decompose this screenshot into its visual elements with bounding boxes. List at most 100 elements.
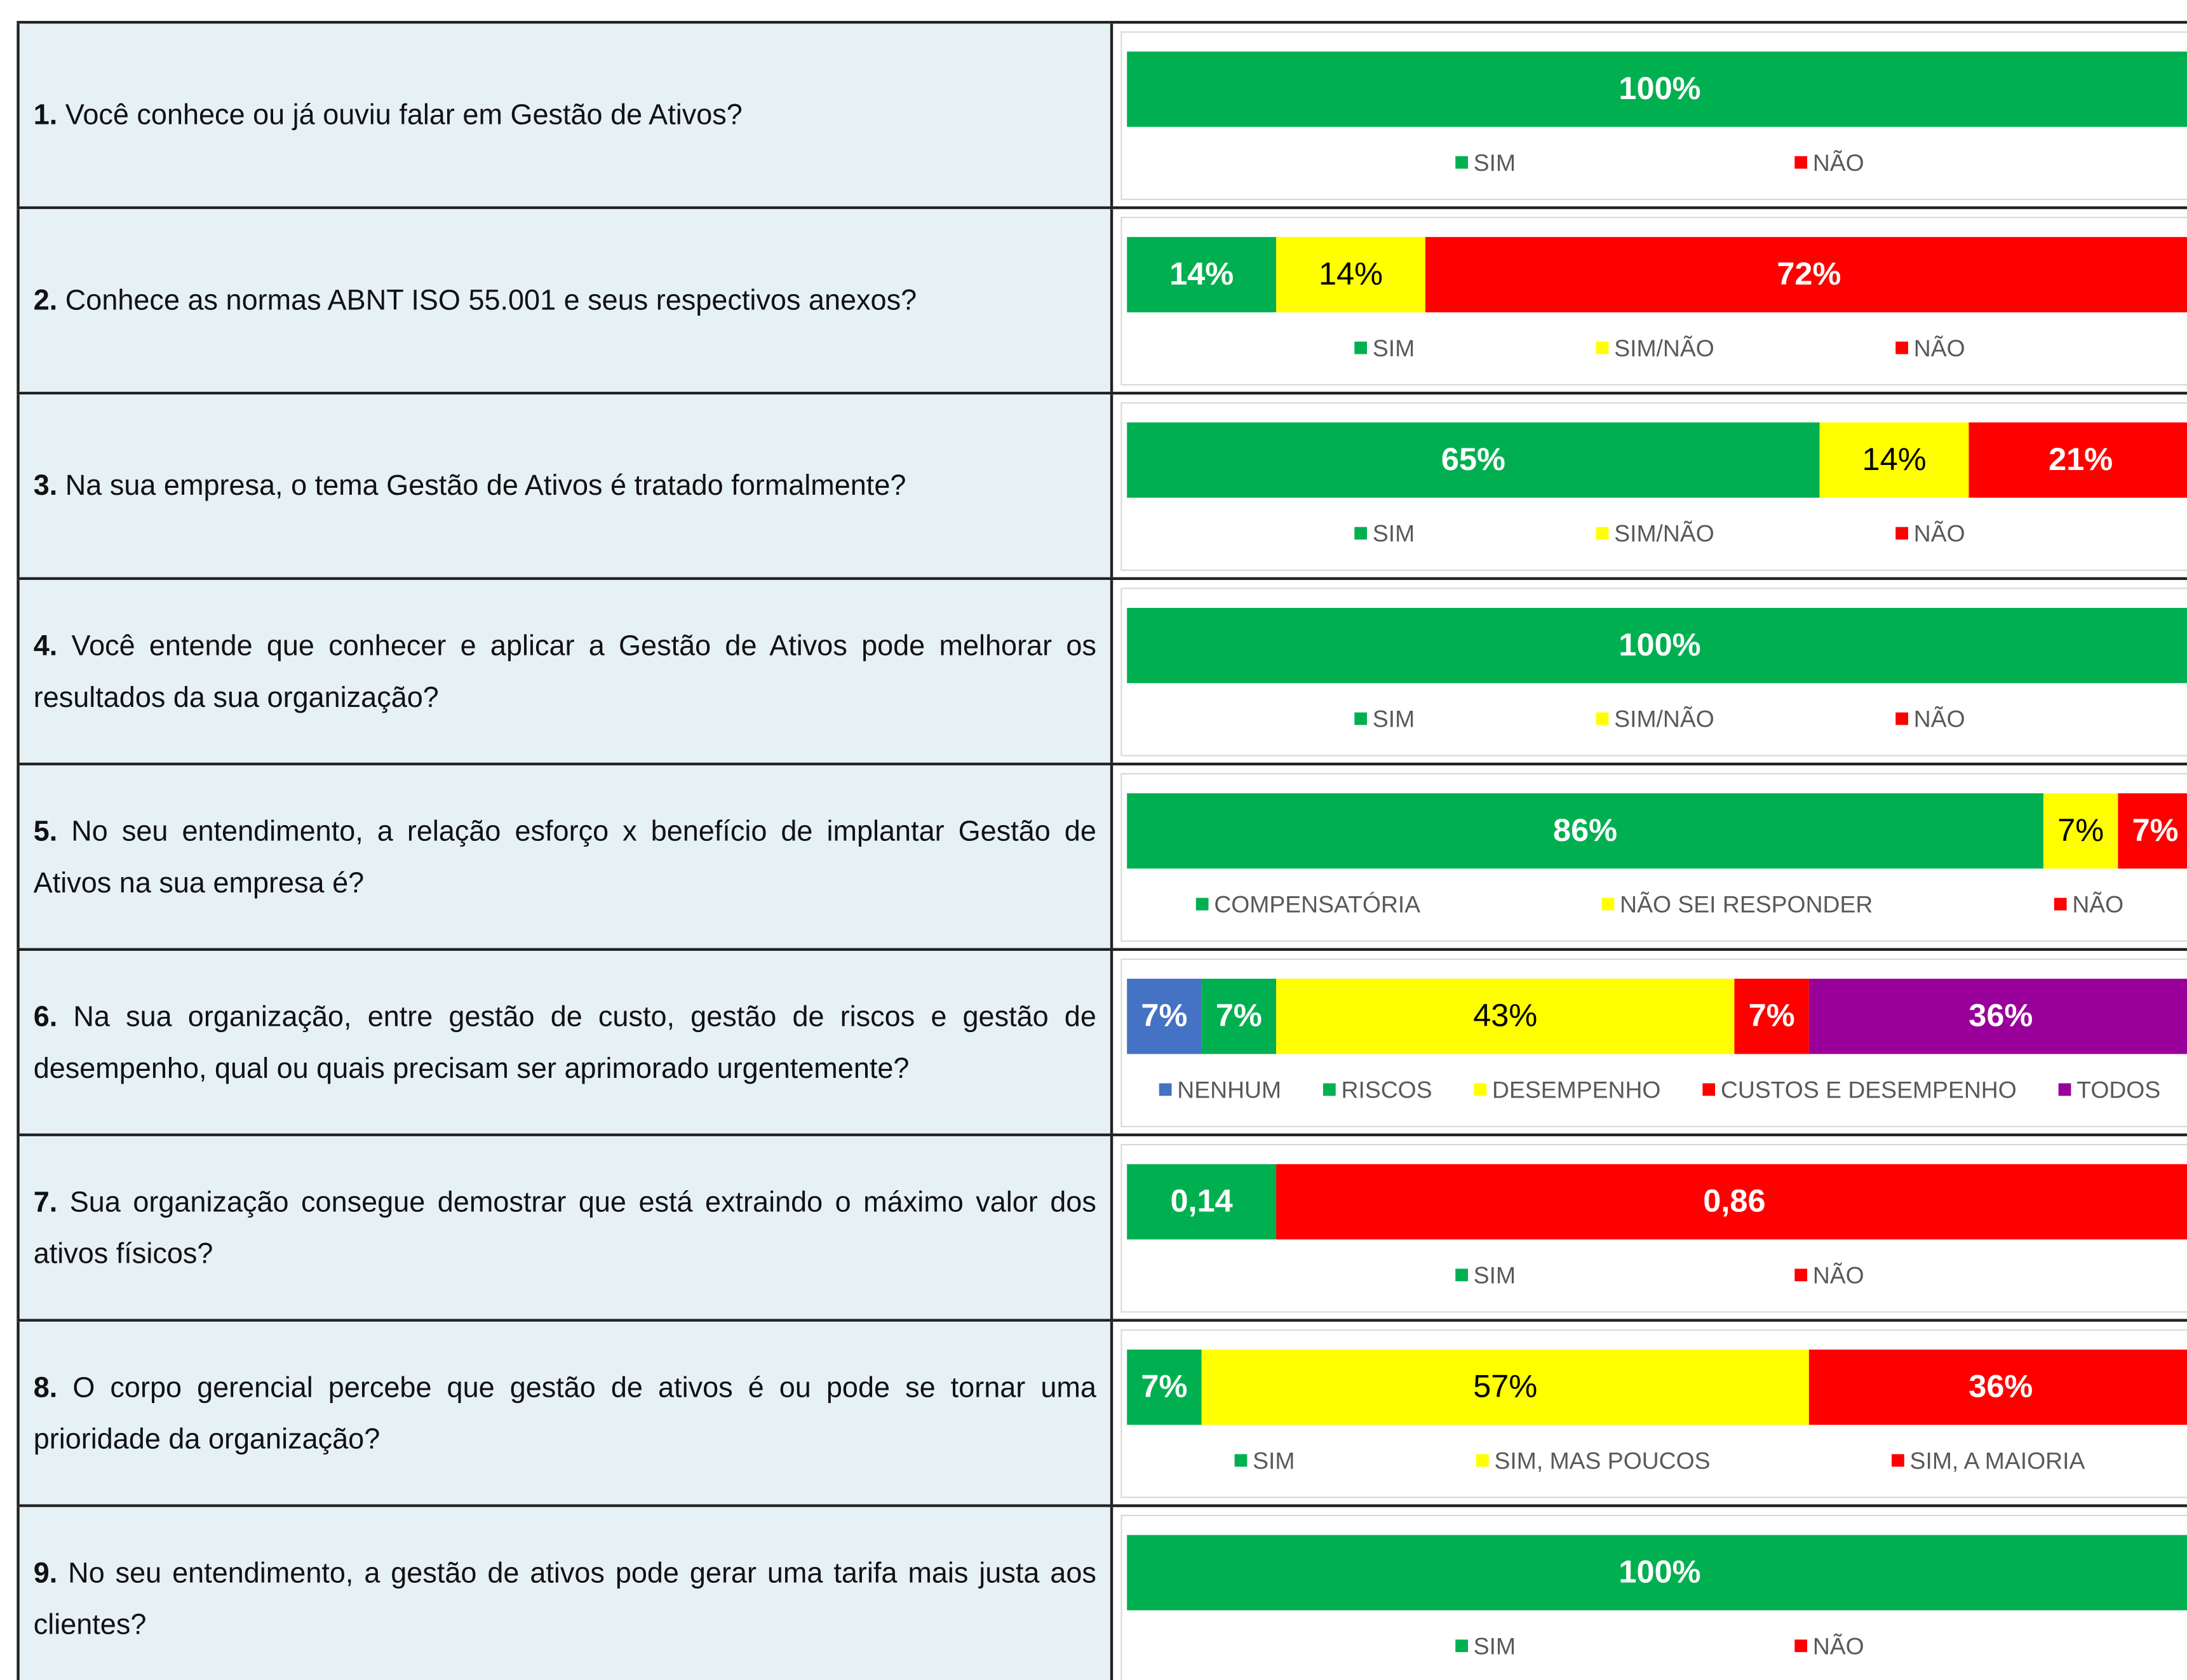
legend: SIM SIM/NÃO NÃO xyxy=(1354,335,1965,361)
question: 2. Conhece as normas ABNT ISO 55.001 e s… xyxy=(34,274,1096,326)
legend-swatch xyxy=(1234,1454,1248,1467)
legend-swatch xyxy=(1455,1639,1469,1653)
bar-segment xyxy=(1127,1535,2187,1611)
bar-segment xyxy=(2043,793,2118,869)
bar-segment xyxy=(1808,978,2187,1054)
question: 9. No seu entendimento, a gestão de ativ… xyxy=(34,1547,1096,1650)
question-text: No seu entendimento, a relação esforço x… xyxy=(33,814,1096,899)
legend-label: SIM/NÃO xyxy=(1614,335,1714,361)
question-text: Na sua organização, entre gestão de cust… xyxy=(33,1000,1096,1084)
value-label: 7% xyxy=(2057,812,2104,848)
legend-label: SIM xyxy=(1373,335,1415,361)
legend: NENHUM RISCOS DESEMPENHO CUSTOS E DESEMPENH… xyxy=(1159,1077,2160,1103)
value-label: 14% xyxy=(1169,255,1234,292)
question-text: Você entende que conhecer e aplicar a Ge… xyxy=(33,629,1096,713)
legend-label: DESEMPENHO xyxy=(1492,1077,1660,1103)
legend: SIM NÃO xyxy=(1455,1262,1864,1289)
table-row: 3. Na sua empresa, o tema Gestão de Ativ… xyxy=(17,391,2187,577)
legend-swatch xyxy=(1322,1083,1336,1096)
value-label: 21% xyxy=(2049,441,2113,477)
legend-label: NÃO xyxy=(1813,1632,1864,1659)
legend-label: SIM xyxy=(1474,1262,1516,1289)
bar-segment xyxy=(1127,978,1202,1054)
stacked-bar-chart: 7% 57% 36% SIM SIM, MAS POUCOS SIM, A MAIORIA xyxy=(1120,1329,2187,1498)
value-label: 14% xyxy=(1319,255,1383,292)
question-text: Na sua empresa, o tema Gestão de Ativos … xyxy=(65,469,906,502)
value-label: 100% xyxy=(1618,1554,1700,1590)
question-number: 5. xyxy=(33,814,58,847)
value-label: 36% xyxy=(1968,1368,2033,1404)
stacked-bar-chart: 100% SIM NÃO xyxy=(1120,1514,2187,1680)
question-number: 9. xyxy=(33,1556,58,1589)
table-row: 1. Você conhece ou já ouviu falar em Ges… xyxy=(17,20,2187,206)
table-row: 7. Sua organização consegue demostrar qu… xyxy=(17,1133,2187,1319)
value-label: 86% xyxy=(1553,812,1617,848)
bar-segment xyxy=(1201,1349,1809,1425)
legend-label: SIM xyxy=(1474,1632,1516,1659)
value-label: 7% xyxy=(2132,812,2179,848)
legend: SIM SIM, MAS POUCOS SIM, A MAIORIA xyxy=(1234,1447,2085,1474)
question-cell: 6. Na sua organização, entre gestão de c… xyxy=(17,951,1114,1134)
question: 5. No seu entendimento, a relação esforç… xyxy=(34,805,1096,908)
table-row: 2. Conhece as normas ABNT ISO 55.001 e s… xyxy=(17,206,2187,392)
legend-swatch xyxy=(2054,897,2067,911)
legend-swatch xyxy=(1476,1454,1489,1467)
legend-label: NENHUM xyxy=(1177,1077,1281,1103)
bar-segment xyxy=(1127,51,2187,127)
question-text: Sua organização consegue demostrar que e… xyxy=(33,1185,1096,1270)
legend-label: SIM xyxy=(1373,706,1415,732)
bar-segment xyxy=(1276,237,1425,312)
table-row: 6. Na sua organização, entre gestão de c… xyxy=(17,948,2187,1134)
stacked-bar-chart: 100% SIM NÃO xyxy=(1120,31,2187,200)
question-cell: 5. No seu entendimento, a relação esforç… xyxy=(17,765,1114,948)
bar-segment xyxy=(1425,237,2187,312)
bar-segment xyxy=(1968,422,2187,498)
legend-label: NÃO xyxy=(1914,520,1965,547)
legend-swatch xyxy=(1895,527,1909,540)
question-number: 3. xyxy=(33,469,58,502)
bar-segment xyxy=(1819,422,1969,498)
question: 6. Na sua organização, entre gestão de c… xyxy=(34,991,1096,1094)
legend: SIM NÃO xyxy=(1455,1632,1864,1659)
legend-label: SIM/NÃO xyxy=(1614,706,1714,732)
question: 7. Sua organização consegue demostrar qu… xyxy=(34,1176,1096,1279)
stacked-bar-chart: 14% 14% 72% SIM SIM/NÃO NÃO xyxy=(1120,217,2187,386)
legend-swatch xyxy=(1892,1454,1904,1467)
bar-segment xyxy=(1127,422,1820,498)
question-number: 6. xyxy=(33,1000,58,1033)
legend-label: SIM xyxy=(1373,520,1415,547)
value-label: 7% xyxy=(1141,997,1187,1033)
bar-segment xyxy=(1276,1164,2187,1240)
legend-label: SIM/NÃO xyxy=(1614,520,1714,547)
legend-label: NÃO xyxy=(1914,335,1965,361)
legend-swatch xyxy=(2058,1083,2071,1096)
stacked-bar-chart: 0,14 0,86 SIM NÃO xyxy=(1120,1144,2187,1313)
bar-segment xyxy=(1808,1349,2187,1425)
stacked-bar-chart: 86% 7% 7% COMPENSATÓRIA NÃO SEI RESPONDER NÃO xyxy=(1120,773,2187,942)
legend: SIM SIM/NÃO NÃO xyxy=(1354,520,1965,547)
stacked-bar-chart: 7% 7% 43% 7% 36% NENHUM RISCOS DESEMPENHO CUSTOS… xyxy=(1120,958,2187,1127)
legend-swatch xyxy=(1455,1268,1469,1282)
legend-label: NÃO xyxy=(1813,1262,1864,1289)
stacked-bar-chart: 100% SIM SIM/NÃO NÃO xyxy=(1120,588,2187,756)
legend-swatch xyxy=(1455,156,1469,169)
question-cell: 1. Você conhece ou já ouviu falar em Ges… xyxy=(17,24,1114,206)
bar-segment xyxy=(1201,978,1277,1054)
legend-label: RISCOS xyxy=(1342,1077,1432,1103)
table-row: 5. No seu entendimento, a relação esforç… xyxy=(17,762,2187,948)
value-label: 100% xyxy=(1618,626,1700,662)
legend-label: SIM xyxy=(1474,149,1516,176)
value-label: 100% xyxy=(1618,70,1700,106)
question: 4. Você entende que conhecer e aplicar a… xyxy=(34,620,1096,723)
legend-swatch xyxy=(1794,1639,1808,1653)
bar-segment xyxy=(1127,1164,1277,1240)
legend-swatch xyxy=(1895,341,1909,354)
value-label: 57% xyxy=(1473,1368,1537,1404)
value-label: 43% xyxy=(1473,997,1537,1033)
question-cell: 9. No seu entendimento, a gestão de ativ… xyxy=(17,1507,1114,1680)
legend-swatch xyxy=(1702,1083,1716,1096)
legend-swatch xyxy=(1354,341,1368,354)
legend-label: NÃO SEI RESPONDER xyxy=(1620,891,1873,918)
legend-label: TODOS xyxy=(2076,1077,2160,1103)
